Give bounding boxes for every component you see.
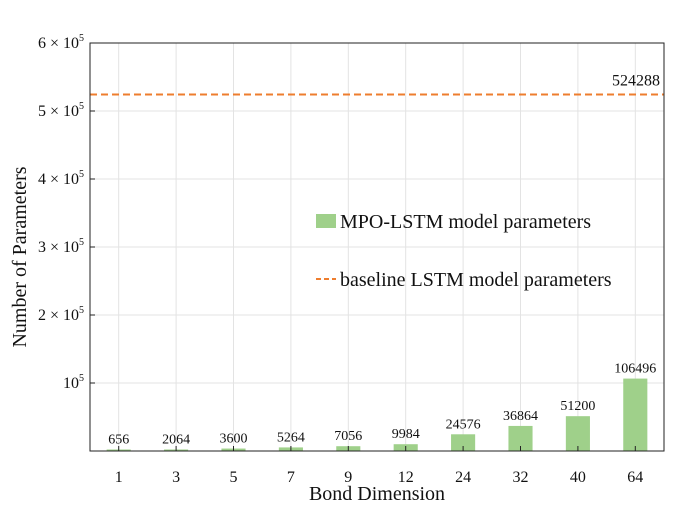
legend-label-baseline: baseline LSTM model parameters: [340, 269, 612, 291]
x-axis-title: Bond Dimension: [309, 483, 445, 505]
y-tick-label: 2 × 105: [38, 305, 84, 324]
bar-64: [623, 378, 648, 451]
x-tick-label: 12: [398, 469, 414, 486]
bar-24: [451, 434, 476, 451]
bar-value-label: 36864: [503, 409, 538, 424]
x-tick-label: 9: [344, 469, 352, 486]
legend: MPO-LSTM model parameters baseline LSTM m…: [316, 211, 612, 291]
bar-value-label: 7056: [334, 429, 362, 444]
bar-value-label: 9984: [392, 427, 420, 442]
x-tick-label: 32: [513, 469, 529, 486]
x-tick-label: 64: [627, 469, 643, 486]
bar-value-label: 51200: [560, 399, 595, 414]
y-tick-label: 6 × 105: [38, 33, 84, 52]
bar-value-label: 24576: [446, 417, 481, 432]
bar-40: [565, 416, 590, 451]
y-tick-label: 5 × 105: [38, 101, 84, 120]
legend-label-mpo: MPO-LSTM model parameters: [340, 211, 591, 233]
legend-swatch-bar: [316, 214, 336, 228]
bar-value-label: 3600: [220, 432, 248, 447]
bar-value-label: 2064: [162, 433, 190, 448]
y-tick-label: 4 × 105: [38, 169, 84, 188]
baseline-value-label: 524288: [612, 72, 660, 89]
bar-value-label: 5264: [277, 430, 305, 445]
y-axis-title: Number of Parameters: [9, 166, 31, 347]
x-tick-label: 24: [455, 469, 471, 486]
y-tick-label: 3 × 105: [38, 237, 84, 256]
x-tick-label: 3: [172, 469, 180, 486]
bar-value-label: 656: [108, 433, 129, 448]
x-tick-label: 40: [570, 469, 586, 486]
bar-value-label: 106496: [614, 362, 656, 377]
x-tick-label: 5: [230, 469, 238, 486]
x-tick-label: 7: [287, 469, 295, 486]
x-tick-label: 1: [115, 469, 123, 486]
grid: [90, 42, 664, 451]
y-tick-label: 105: [63, 373, 84, 392]
